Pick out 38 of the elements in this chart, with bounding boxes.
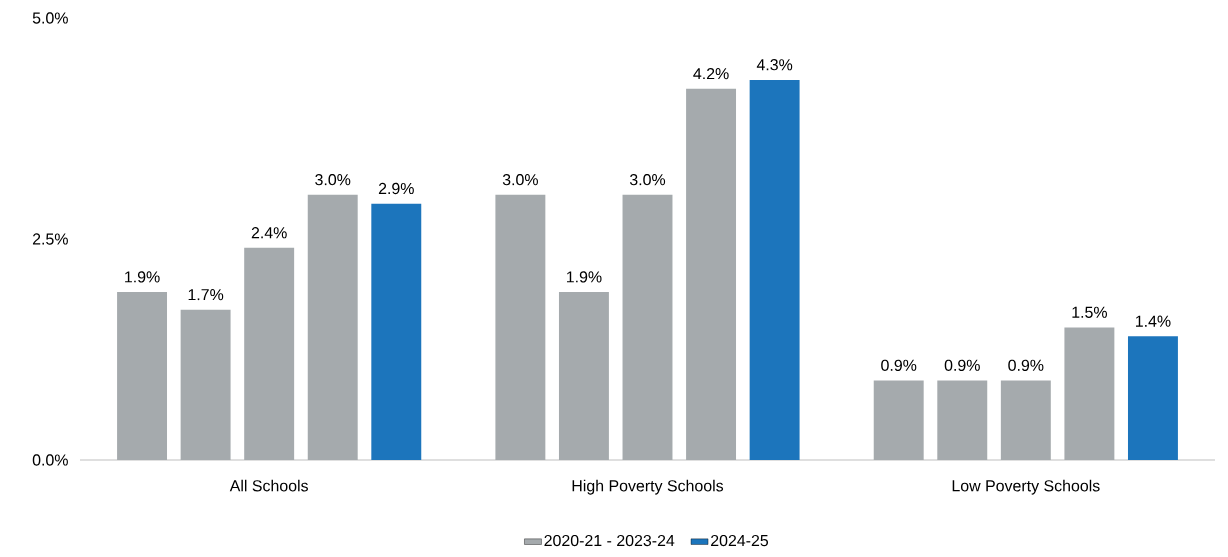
bar	[873, 380, 924, 460]
x-tick-label: High Poverty Schools	[572, 479, 724, 495]
data-label: 3.0%	[502, 174, 538, 186]
bar	[686, 88, 737, 460]
bar	[622, 194, 673, 460]
data-label: 4.2%	[693, 67, 729, 80]
bar	[937, 380, 988, 460]
bar	[244, 247, 295, 460]
data-label: 1.4%	[1136, 315, 1171, 327]
y-tick-label: 5.0%	[32, 12, 68, 24]
data-label: 2.4%	[251, 227, 287, 239]
data-label: 0.9%	[1008, 359, 1044, 371]
data-label: 1.7%	[188, 289, 224, 301]
y-tick-label: 2.5%	[32, 233, 68, 245]
bar	[1064, 327, 1115, 460]
data-label: 0.9%	[881, 359, 917, 371]
data-label: 3.0%	[629, 174, 666, 186]
data-label: 1.9%	[125, 271, 160, 283]
bar	[117, 292, 168, 460]
bar	[180, 309, 231, 460]
legend-label: 2020-21 - 2023-24	[544, 534, 675, 547]
data-label: 3.0%	[315, 174, 351, 186]
bar	[749, 79, 800, 460]
x-tick-label: Low Poverty Schools	[952, 479, 1100, 495]
bar	[558, 292, 609, 460]
bar	[495, 194, 546, 460]
bar	[1000, 380, 1051, 460]
data-label: 0.9%	[944, 359, 980, 371]
legend-label: 2024-25	[711, 534, 769, 547]
data-label: 1.5%	[1072, 306, 1107, 318]
data-label: 1.9%	[566, 271, 602, 283]
bar	[1127, 336, 1178, 460]
data-label: 2.9%	[378, 182, 414, 195]
bar	[371, 203, 422, 460]
y-tick-label: 0.0%	[32, 454, 68, 466]
data-label: 4.3%	[756, 59, 793, 71]
bar	[307, 194, 358, 460]
x-tick-label: All Schools	[229, 479, 308, 492]
